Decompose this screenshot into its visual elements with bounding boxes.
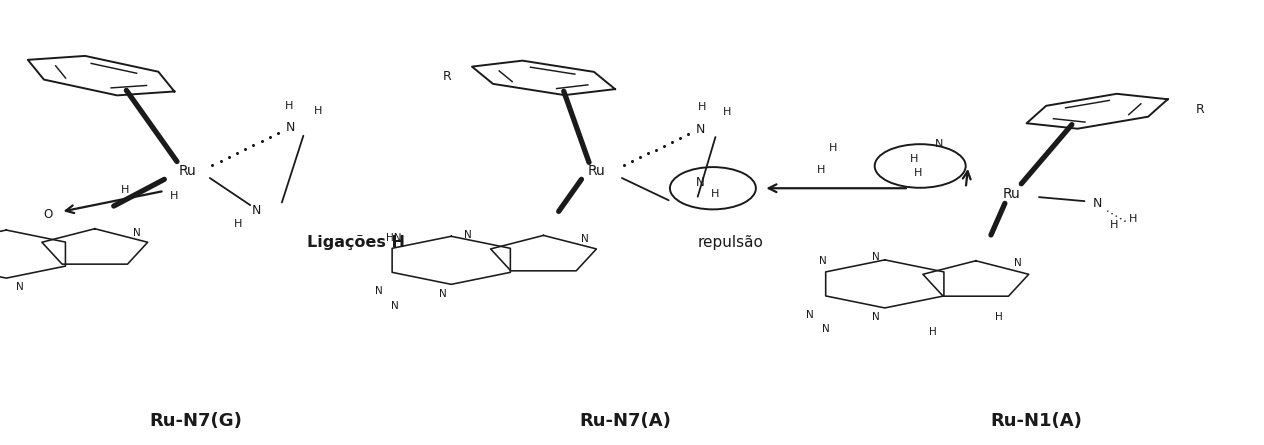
Text: Ligações H: Ligações H — [307, 235, 406, 250]
Text: H: H — [234, 219, 243, 229]
Text: Ru: Ru — [588, 164, 605, 178]
Text: R: R — [1196, 102, 1205, 116]
Text: N: N — [696, 176, 704, 190]
Text: N: N — [375, 287, 383, 296]
Text: Ru-N7(A): Ru-N7(A) — [580, 412, 671, 429]
Text: Ru-N7(G): Ru-N7(G) — [149, 412, 243, 429]
Text: H: H — [698, 102, 707, 112]
Text: H: H — [910, 154, 918, 164]
Text: H: H — [829, 143, 838, 153]
Text: N: N — [872, 252, 880, 262]
Text: N: N — [464, 230, 471, 239]
Text: N: N — [819, 256, 827, 266]
Text: N: N — [872, 312, 880, 322]
Text: N: N — [252, 204, 262, 217]
Text: N: N — [286, 121, 296, 134]
Text: repulsão: repulsão — [698, 235, 763, 250]
Text: N: N — [806, 310, 814, 320]
Text: N: N — [439, 289, 446, 299]
Text: H: H — [723, 107, 732, 117]
Text: N: N — [581, 235, 589, 244]
Text: N: N — [935, 139, 944, 149]
Text: H: H — [712, 189, 719, 198]
Text: Ru-N1(A): Ru-N1(A) — [991, 412, 1082, 429]
Text: H: H — [169, 191, 178, 201]
Text: H: H — [313, 106, 322, 116]
Text: H: H — [929, 327, 937, 337]
Text: H: H — [1110, 220, 1119, 230]
Text: R: R — [442, 70, 451, 84]
Text: N: N — [1092, 197, 1102, 210]
Text: N: N — [391, 301, 398, 311]
Text: N: N — [1014, 259, 1021, 268]
Text: H: H — [121, 186, 130, 195]
Text: Ru: Ru — [178, 164, 196, 178]
Text: Ru: Ru — [1002, 186, 1020, 201]
Text: O: O — [43, 207, 53, 221]
Text: N: N — [133, 228, 140, 238]
Text: H: H — [914, 168, 921, 178]
Text: HN: HN — [386, 233, 401, 243]
Text: N: N — [695, 122, 705, 136]
Text: N: N — [822, 324, 829, 334]
Text: H: H — [284, 101, 293, 111]
Text: N: N — [16, 283, 24, 292]
Text: H: H — [817, 165, 825, 174]
Text: H: H — [995, 312, 1002, 322]
Text: H: H — [1129, 214, 1138, 224]
